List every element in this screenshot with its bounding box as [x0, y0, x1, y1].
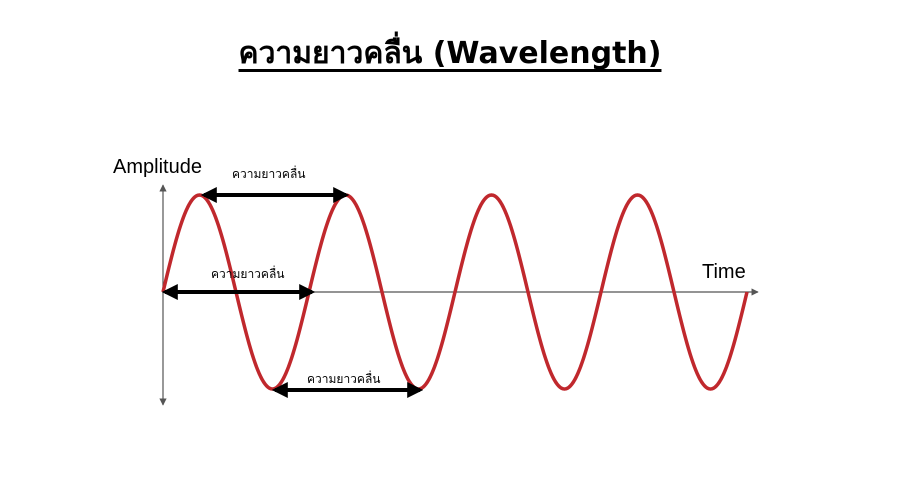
- page-title: ความยาวคลื่น (Wavelength): [238, 36, 662, 71]
- x-axis-label: Time: [702, 261, 746, 283]
- sine-wave: [161, 193, 749, 391]
- wavelength-label-trough: ความยาวคลื่น: [307, 370, 381, 386]
- y-axis-label: Amplitude: [113, 156, 202, 178]
- wavelength-label-zero: ความยาวคลื่น: [211, 265, 285, 281]
- wavelength-label-crest: ความยาวคลื่น: [232, 165, 306, 181]
